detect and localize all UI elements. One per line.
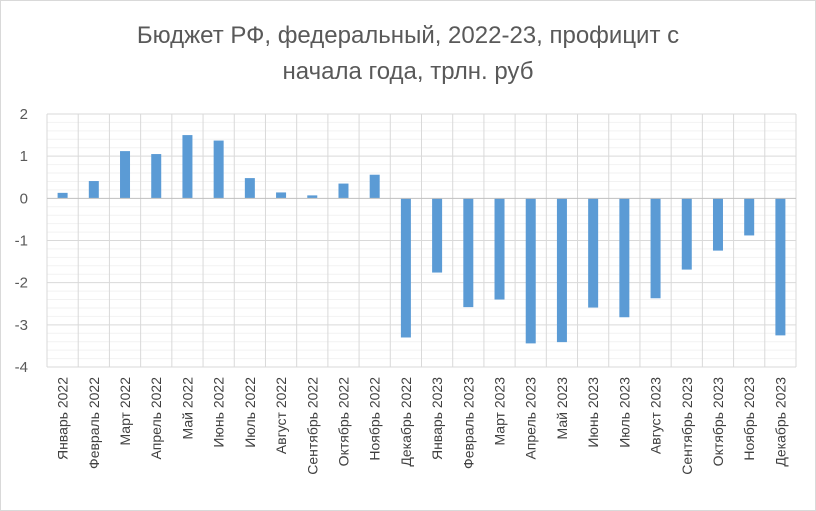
x-tick-label: Июнь 2022 bbox=[211, 377, 227, 448]
x-tick-label: Апрель 2023 bbox=[523, 377, 539, 460]
bar bbox=[182, 135, 193, 199]
bar bbox=[494, 198, 505, 300]
x-tick-label: Ноябрь 2022 bbox=[367, 377, 383, 461]
bar bbox=[556, 198, 567, 343]
x-tick-label: Апрель 2022 bbox=[148, 377, 164, 460]
bar bbox=[338, 183, 349, 199]
bar bbox=[120, 151, 131, 199]
bar bbox=[151, 154, 162, 199]
x-tick-label: Январь 2023 bbox=[429, 377, 445, 460]
bar bbox=[744, 198, 755, 236]
bar bbox=[369, 174, 380, 199]
bar bbox=[681, 198, 692, 270]
bar bbox=[432, 198, 443, 273]
x-tick-label: Июль 2022 bbox=[242, 377, 258, 448]
bar bbox=[588, 198, 599, 308]
x-tick-label: Февраль 2022 bbox=[86, 377, 102, 469]
bar bbox=[400, 198, 411, 338]
x-tick-label: Март 2023 bbox=[492, 377, 508, 446]
bar bbox=[463, 198, 474, 308]
x-tick-label: Январь 2022 bbox=[55, 377, 71, 460]
bar bbox=[57, 192, 68, 199]
y-tick-label: 2 bbox=[20, 106, 28, 123]
x-tick-label: Май 2023 bbox=[554, 377, 570, 440]
bar bbox=[525, 198, 536, 344]
y-tick-label: -2 bbox=[15, 275, 28, 292]
x-tick-label: Июнь 2023 bbox=[585, 377, 601, 448]
x-tick-label: Март 2022 bbox=[117, 377, 133, 446]
x-axis-labels: Январь 2022 Февраль 2022 Март 2022 Апрель 2… bbox=[55, 377, 789, 475]
x-tick-label: Сентябрь 2022 bbox=[304, 377, 320, 475]
bar bbox=[775, 198, 786, 336]
y-axis-ticks: 2 1 0 -1 -2 -3 -4 bbox=[15, 106, 28, 376]
x-tick-label: Декабрь 2022 bbox=[398, 377, 414, 467]
y-tick-label: -3 bbox=[15, 317, 28, 334]
x-tick-label: Август 2023 bbox=[648, 377, 664, 454]
y-tick-label: -1 bbox=[15, 233, 28, 250]
x-tick-label: Август 2022 bbox=[273, 377, 289, 454]
bar bbox=[244, 178, 255, 199]
bar bbox=[712, 198, 723, 251]
y-tick-label: 0 bbox=[20, 190, 28, 207]
bar bbox=[276, 192, 287, 199]
x-tick-label: Октябрь 2023 bbox=[710, 377, 726, 467]
bar bbox=[307, 195, 318, 199]
bars bbox=[57, 135, 786, 344]
x-tick-label: Декабрь 2023 bbox=[772, 377, 788, 467]
x-tick-label: Сентябрь 2023 bbox=[679, 377, 695, 475]
bar bbox=[88, 181, 99, 199]
x-tick-label: Ноябрь 2023 bbox=[741, 377, 757, 461]
x-tick-label: Октябрь 2022 bbox=[335, 377, 351, 467]
bar bbox=[619, 198, 630, 318]
x-tick-label: Февраль 2023 bbox=[460, 377, 476, 469]
gridlines bbox=[46, 113, 797, 368]
x-tick-label: Май 2022 bbox=[179, 377, 195, 440]
bar bbox=[213, 140, 224, 199]
y-tick-label: 1 bbox=[20, 148, 28, 165]
y-tick-label: -4 bbox=[15, 359, 28, 376]
bar bbox=[650, 198, 661, 299]
x-tick-label: Июль 2023 bbox=[616, 377, 632, 448]
chart-title: Бюджет РФ, федеральный, 2022-23, профици… bbox=[136, 22, 680, 85]
